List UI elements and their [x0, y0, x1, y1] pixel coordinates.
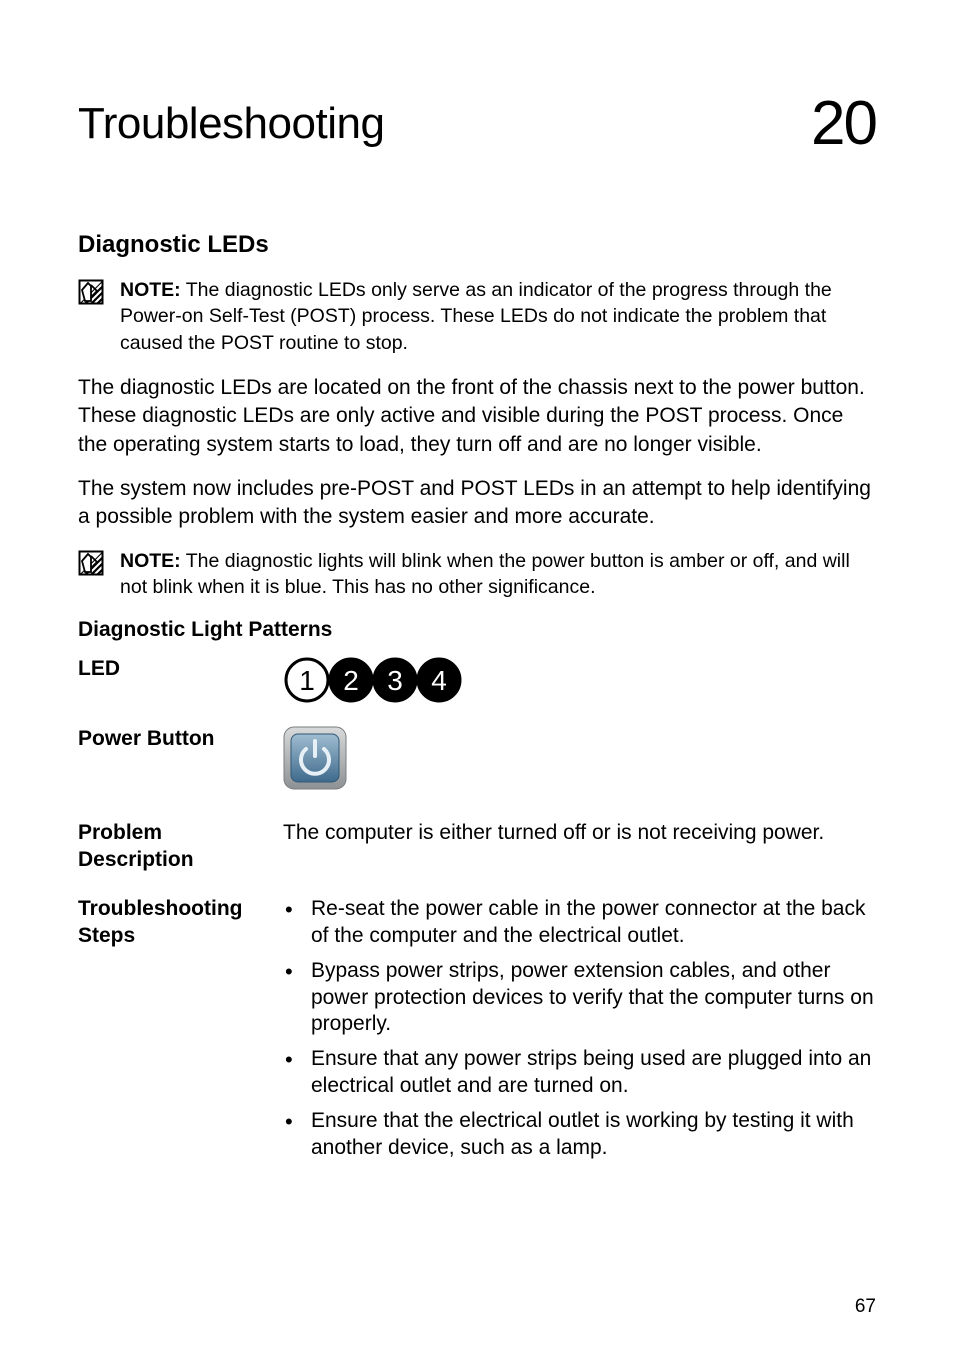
- list-item: Ensure that the electrical outlet is wor…: [305, 1108, 876, 1162]
- row-label-power: Power Button: [78, 726, 273, 753]
- note-label: NOTE:: [120, 279, 181, 301]
- troubleshooting-steps-list: Re-seat the power cable in the power con…: [283, 896, 876, 1170]
- chapter-title: Troubleshooting: [78, 99, 384, 149]
- note-icon: [78, 548, 104, 601]
- list-item: Ensure that any power strips being used …: [305, 1046, 876, 1100]
- note-text-2: NOTE: The diagnostic lights will blink w…: [120, 548, 876, 601]
- row-label-led: LED: [78, 656, 273, 683]
- note-icon: [78, 277, 104, 356]
- svg-text:4: 4: [431, 665, 447, 696]
- svg-text:2: 2: [343, 665, 359, 696]
- subsection-heading: Diagnostic Light Patterns: [78, 618, 876, 642]
- page-number: 67: [855, 1296, 876, 1318]
- problem-description-value: The computer is either turned off or is …: [283, 820, 876, 847]
- list-item: Bypass power strips, power extension cab…: [305, 958, 876, 1039]
- body-paragraph-1: The diagnostic LEDs are located on the f…: [78, 374, 876, 459]
- svg-text:3: 3: [387, 665, 403, 696]
- note-block-1: NOTE: The diagnostic LEDs only serve as …: [78, 277, 876, 356]
- patterns-grid: LED 1234 Power Button Problem Descriptio…: [78, 656, 876, 1170]
- body-paragraph-2: The system now includes pre-POST and POS…: [78, 475, 876, 532]
- chapter-number: 20: [811, 88, 876, 159]
- svg-text:1: 1: [299, 665, 315, 696]
- list-item: Re-seat the power cable in the power con…: [305, 896, 876, 950]
- row-label-ts: Troubleshooting Steps: [78, 896, 273, 950]
- note-block-2: NOTE: The diagnostic lights will blink w…: [78, 548, 876, 601]
- row-label-problem: Problem Description: [78, 820, 273, 874]
- power-button-graphic: [283, 726, 876, 798]
- note-label: NOTE:: [120, 550, 181, 572]
- note-body: The diagnostic lights will blink when th…: [120, 550, 850, 598]
- section-heading: Diagnostic LEDs: [78, 231, 876, 259]
- note-text-1: NOTE: The diagnostic LEDs only serve as …: [120, 277, 876, 356]
- led-graphic: 1234: [283, 656, 876, 704]
- chapter-header: Troubleshooting 20: [78, 88, 876, 159]
- note-body: The diagnostic LEDs only serve as an ind…: [120, 279, 832, 354]
